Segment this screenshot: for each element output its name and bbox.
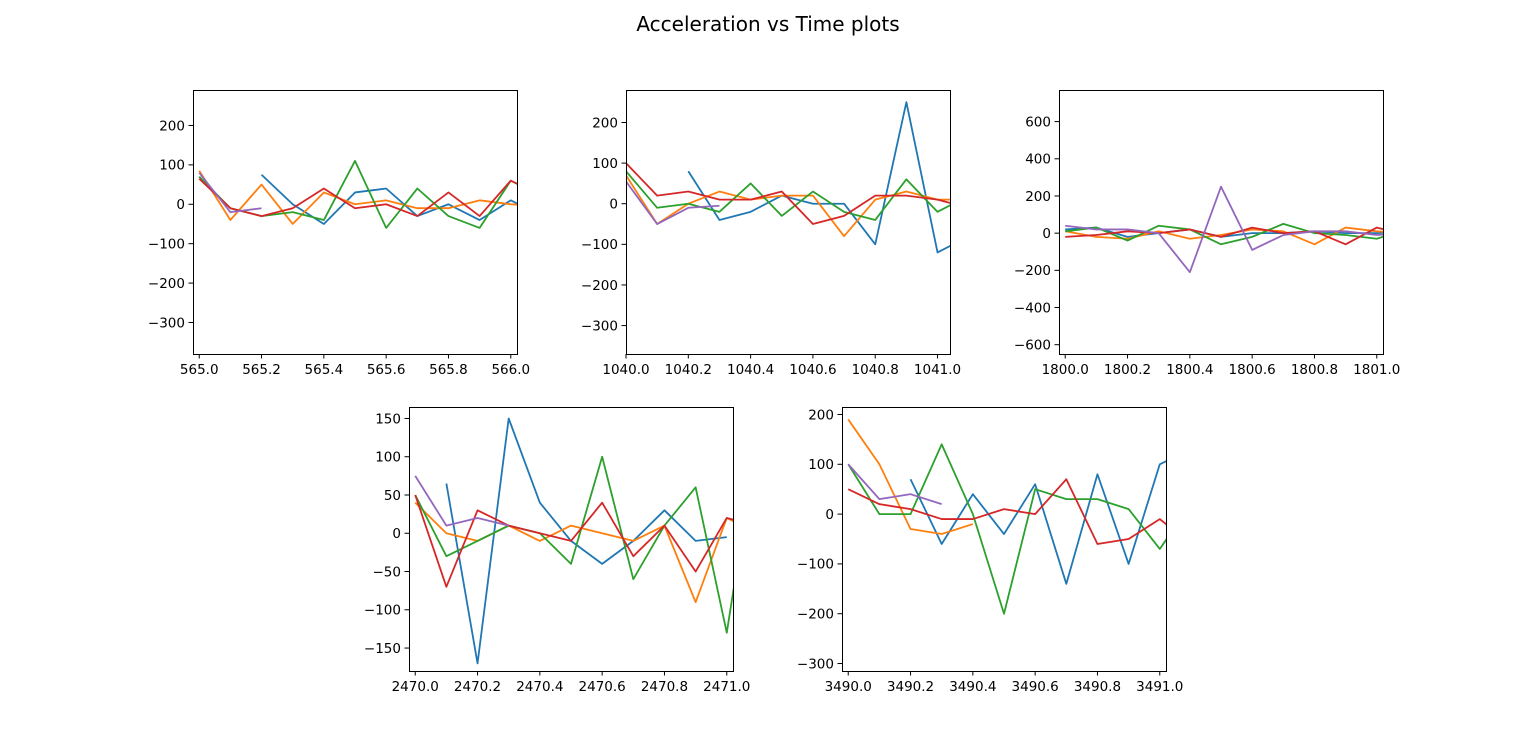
- x-tick-label: 566.0: [491, 362, 530, 378]
- y-tick-label: 0: [609, 197, 618, 213]
- axes-frame: [193, 90, 518, 355]
- x-tick-label: 1040.4: [727, 362, 774, 378]
- axes-frame: [1059, 90, 1384, 355]
- y-tick-label: −300: [148, 315, 185, 331]
- y-tick-label: 100: [592, 156, 618, 172]
- y-tick-label: 200: [1025, 189, 1051, 205]
- axes-frame: [409, 407, 734, 672]
- figure-title: Acceleration vs Time plots: [636, 12, 899, 36]
- y-tick-label: 100: [808, 457, 834, 473]
- x-tick-label: 2470.8: [641, 679, 688, 695]
- y-tick-label: −200: [581, 278, 618, 294]
- subplot-3: 1800.0 1800.2 1800.4 1800.6 1800.8 1801.0 600 4…: [1014, 90, 1400, 378]
- y-tick-label: 400: [1025, 152, 1051, 168]
- series-line-1: [445, 417, 727, 665]
- y-tick-label: 200: [159, 118, 185, 134]
- x-tick-label: 1800.2: [1104, 362, 1151, 378]
- y-tick-label: 0: [1042, 226, 1051, 242]
- subplot-4: 2470.0 2470.2 2470.4 2470.6 2470.8 2471.0 150 1…: [364, 407, 750, 695]
- x-tick-label: 1800.4: [1166, 362, 1213, 378]
- series-line-1: [1065, 226, 1383, 238]
- x-tick-label: 1041.0: [914, 362, 961, 378]
- series-line-3: [198, 160, 517, 229]
- y-tick-label: 200: [592, 115, 618, 131]
- x-tick-label: 3490.2: [887, 679, 934, 695]
- x-tick-label: 1800.8: [1291, 362, 1338, 378]
- y-tick-label: −600: [1014, 338, 1051, 354]
- x-tick-label: 565.4: [305, 362, 344, 378]
- y-tick-label: 600: [1025, 114, 1051, 130]
- x-tick-label: 565.2: [242, 362, 281, 378]
- x-tick-label: 2470.6: [579, 679, 626, 695]
- series-line-4: [626, 162, 950, 225]
- x-tick-label: 2470.2: [454, 679, 501, 695]
- series-line-5: [414, 475, 509, 527]
- x-tick-label: 1800.6: [1229, 362, 1276, 378]
- y-tick-label: −150: [364, 641, 401, 657]
- series-line-3: [847, 443, 1166, 615]
- y-tick-label: 0: [825, 507, 834, 523]
- x-tick-label: 3490.4: [949, 679, 996, 695]
- y-tick-label: −200: [148, 276, 185, 292]
- y-tick-label: −50: [373, 564, 402, 580]
- series-line-4: [198, 178, 517, 217]
- axes-frame: [842, 407, 1167, 672]
- y-tick-label: −300: [581, 318, 618, 334]
- x-tick-label: 3490.8: [1074, 679, 1121, 695]
- x-tick-label: 565.6: [367, 362, 406, 378]
- subplot-5: 3490.0 3490.2 3490.4 3490.6 3490.8 3491.0 200 1…: [797, 407, 1183, 695]
- subplot-2: 1040.0 1040.2 1040.4 1040.6 1040.8 1041.0 200 1…: [581, 90, 961, 378]
- y-tick-label: −100: [364, 603, 401, 619]
- x-tick-label: 2470.0: [392, 679, 439, 695]
- series-line-5: [847, 463, 942, 505]
- x-tick-label: 565.0: [180, 362, 219, 378]
- y-tick-label: 50: [384, 488, 401, 504]
- x-tick-label: 1800.0: [1042, 362, 1089, 378]
- y-tick-label: 150: [375, 411, 401, 427]
- series-line-4: [414, 494, 733, 588]
- series-line-5: [198, 172, 262, 214]
- x-tick-label: 3491.0: [1136, 679, 1183, 695]
- series-line-2: [626, 174, 950, 238]
- y-tick-label: −100: [148, 236, 185, 252]
- series-line-2: [847, 418, 974, 535]
- series-line-1: [260, 174, 517, 225]
- y-tick-label: 100: [375, 450, 401, 466]
- x-tick-label: 3490.6: [1012, 679, 1059, 695]
- y-tick-label: −300: [797, 656, 834, 672]
- x-tick-label: 1040.2: [665, 362, 712, 378]
- axes-frame: [626, 90, 951, 355]
- y-tick-label: −200: [797, 607, 834, 623]
- y-tick-label: −400: [1014, 300, 1051, 316]
- y-tick-label: 0: [392, 526, 401, 542]
- series-line-2: [414, 502, 733, 604]
- series-line-3: [1065, 222, 1383, 246]
- y-tick-label: 0: [176, 197, 185, 213]
- y-tick-label: 200: [808, 407, 834, 423]
- y-tick-label: −100: [581, 237, 618, 253]
- series-line-2: [198, 170, 517, 225]
- series-line-5: [1065, 185, 1383, 274]
- y-tick-label: −200: [1014, 263, 1051, 279]
- series-line-3: [626, 170, 950, 221]
- series-line-5: [626, 180, 720, 225]
- y-tick-label: −100: [797, 557, 834, 573]
- x-tick-label: 565.8: [429, 362, 468, 378]
- subplot-1: 565.0 565.2 565.4 565.6 565.8 566.0 200 100 0 −10…: [148, 90, 530, 378]
- x-tick-label: 2470.4: [516, 679, 563, 695]
- x-tick-label: 2471.0: [703, 679, 750, 695]
- y-tick-label: 100: [159, 158, 185, 174]
- x-tick-label: 1040.8: [852, 362, 899, 378]
- series-line-4: [1065, 226, 1383, 246]
- series-line-1: [687, 101, 950, 254]
- series-line-4: [847, 478, 1166, 545]
- series-line-3: [414, 455, 733, 634]
- x-tick-label: 1801.0: [1353, 362, 1400, 378]
- x-tick-label: 1040.6: [789, 362, 836, 378]
- x-tick-label: 1040.0: [602, 362, 649, 378]
- x-tick-label: 3490.0: [825, 679, 872, 695]
